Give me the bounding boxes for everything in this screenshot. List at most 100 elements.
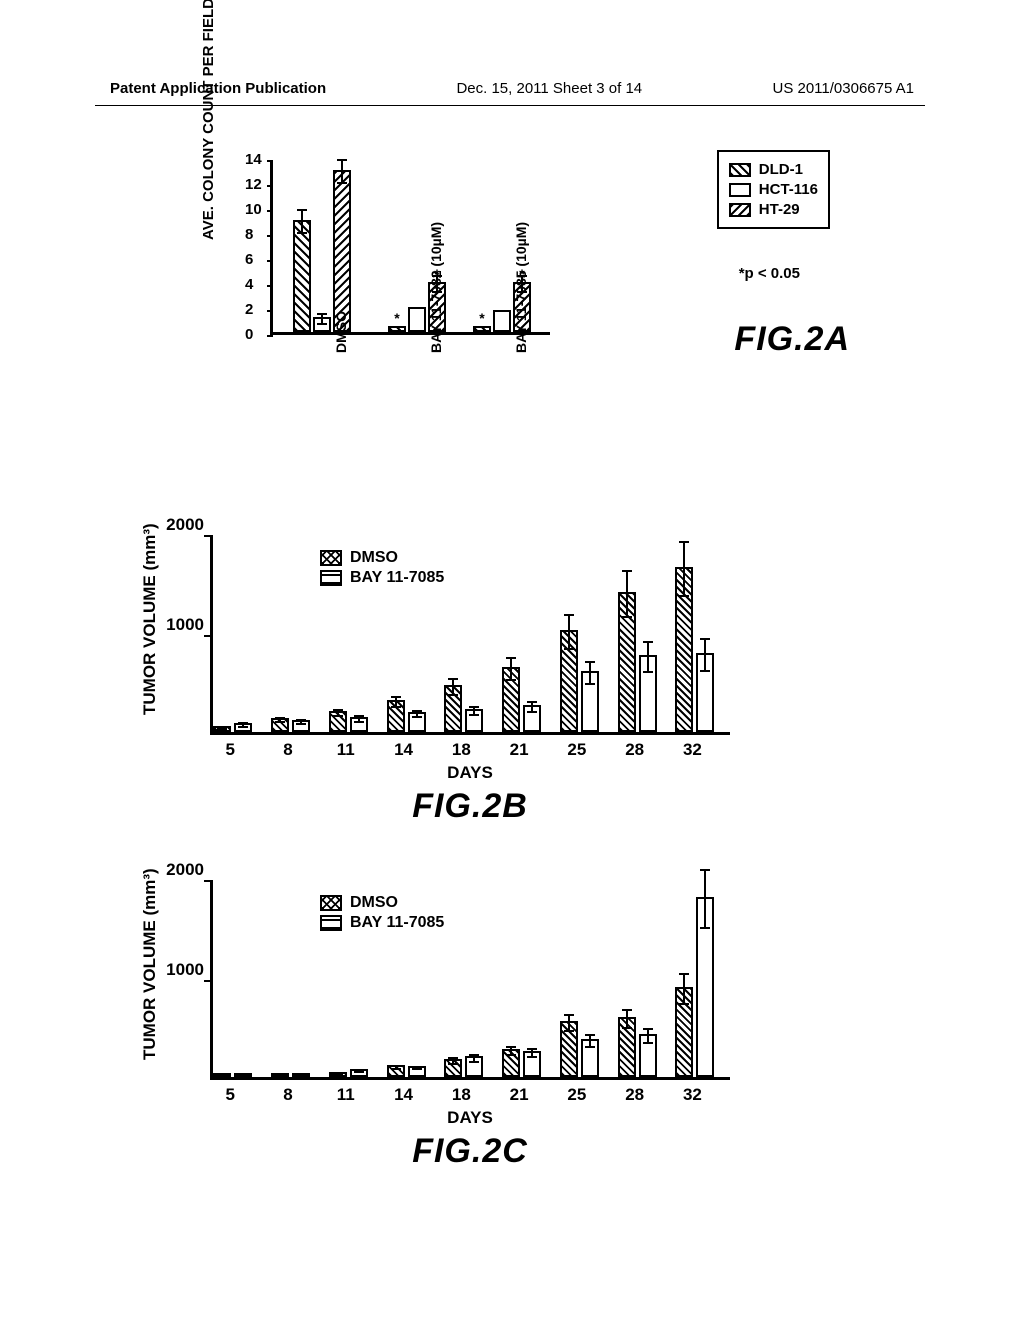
ytick-mark [267,160,273,162]
swatch-dmso [320,895,342,911]
error-bar [510,1046,512,1056]
bar [293,220,311,333]
ytick-mark [267,235,273,237]
error-bar [221,726,223,730]
error-bar [321,313,323,326]
bar [313,317,331,332]
bar-pair [675,567,714,732]
error-bar [531,701,533,713]
fig2b-plot [210,535,730,735]
bar [350,1069,368,1077]
bar-pair [271,718,310,732]
error-bar [647,641,649,673]
bar-pair [387,1065,426,1077]
error-bar [589,1034,591,1048]
x-category-label: BAY 11-7085 (10µM) [513,222,529,353]
error-bar [395,1065,397,1070]
error-bar [473,1054,475,1063]
bar [329,1072,347,1078]
bar [465,1056,483,1077]
xtick-label: 21 [510,740,529,760]
fig2c-xlabel: DAYS [447,1108,493,1128]
bar [408,307,426,332]
bar [523,1051,541,1077]
xtick-label: 14 [394,1085,413,1105]
fig2b-ylabel: TUMOR VOLUME (mm³) [140,523,160,715]
bar [213,1073,231,1077]
ytick-mark [267,260,273,262]
ytick-mark [267,185,273,187]
x-category-label: BAY 11-7082 (10µM) [428,222,444,353]
bar [696,897,714,1077]
error-bar [242,1074,244,1076]
bar [292,720,310,732]
bar [387,1065,405,1077]
header-left: Patent Application Publication [110,80,326,97]
significance-star: * [479,310,484,326]
error-bar [300,1073,302,1075]
fig2a-legend: DLD-1 HCT-116 HT-29 [717,150,830,229]
error-bar [683,541,685,597]
swatch-dmso [320,550,342,566]
fig-2a: AVE. COLONY COUNT PER FIELD 02468101214D… [210,140,830,470]
bar [271,718,289,732]
xtick-label: 18 [452,1085,471,1105]
xtick-label: 25 [567,1085,586,1105]
bar-pair [675,897,714,1077]
error-bar [242,722,244,728]
legend-item-ht29: HT-29 [729,201,818,218]
ytick-label: 2000 [158,515,204,535]
error-bar [452,1057,454,1065]
legend-item-dmso: DMSO [320,549,444,567]
legend-label: DMSO [350,549,398,567]
error-bar [416,1066,418,1070]
bar [292,1073,310,1078]
xtick-label: 14 [394,740,413,760]
fig2a-ylabel: AVE. COLONY COUNT PER FIELD [200,0,217,240]
xtick-label: 25 [567,740,586,760]
error-bar [358,715,360,723]
bar [639,655,657,732]
error-bar [341,159,343,184]
legend-item-hct116: HCT-116 [729,181,818,198]
bar: * [388,326,406,332]
legend-item-dmso: DMSO [320,894,444,912]
bar [329,711,347,732]
xtick-label: 18 [452,740,471,760]
fig2b-legend: DMSO BAY 11-7085 [320,547,444,589]
bar [675,567,693,732]
legend-label: DMSO [350,894,398,912]
error-bar [589,661,591,685]
bar-pair [560,1021,599,1077]
header-rule [95,105,925,106]
x-category-label: DMSO [333,311,349,353]
xtick-label: 8 [283,740,292,760]
xtick-label: 32 [683,740,702,760]
bar [333,170,351,333]
xtick-label: 11 [337,1085,355,1105]
fig2b-xlabel: DAYS [447,763,493,783]
bar [493,310,511,333]
error-bar [568,614,570,650]
legend-label: HCT-116 [759,181,818,198]
ytick-label: 2 [245,301,253,318]
bar [675,987,693,1077]
bar [618,592,636,732]
ytick-mark [204,635,210,637]
swatch-dld1 [729,163,751,177]
xtick-label: 21 [510,1085,529,1105]
error-bar [337,1072,339,1075]
legend-item-bay: BAY 11-7085 [320,914,444,932]
swatch-ht29 [729,203,751,217]
error-bar [337,709,339,717]
legend-label: HT-29 [759,201,800,218]
bar [639,1034,657,1077]
error-bar [626,1009,628,1029]
error-bar [704,869,706,929]
bar-group [293,170,351,333]
fig2c-ylabel: TUMOR VOLUME (mm³) [140,868,160,1060]
ytick-mark [267,310,273,312]
ytick-label: 12 [245,176,262,193]
legend-label: DLD-1 [759,161,803,178]
legend-label: BAY 11-7085 [350,914,444,932]
